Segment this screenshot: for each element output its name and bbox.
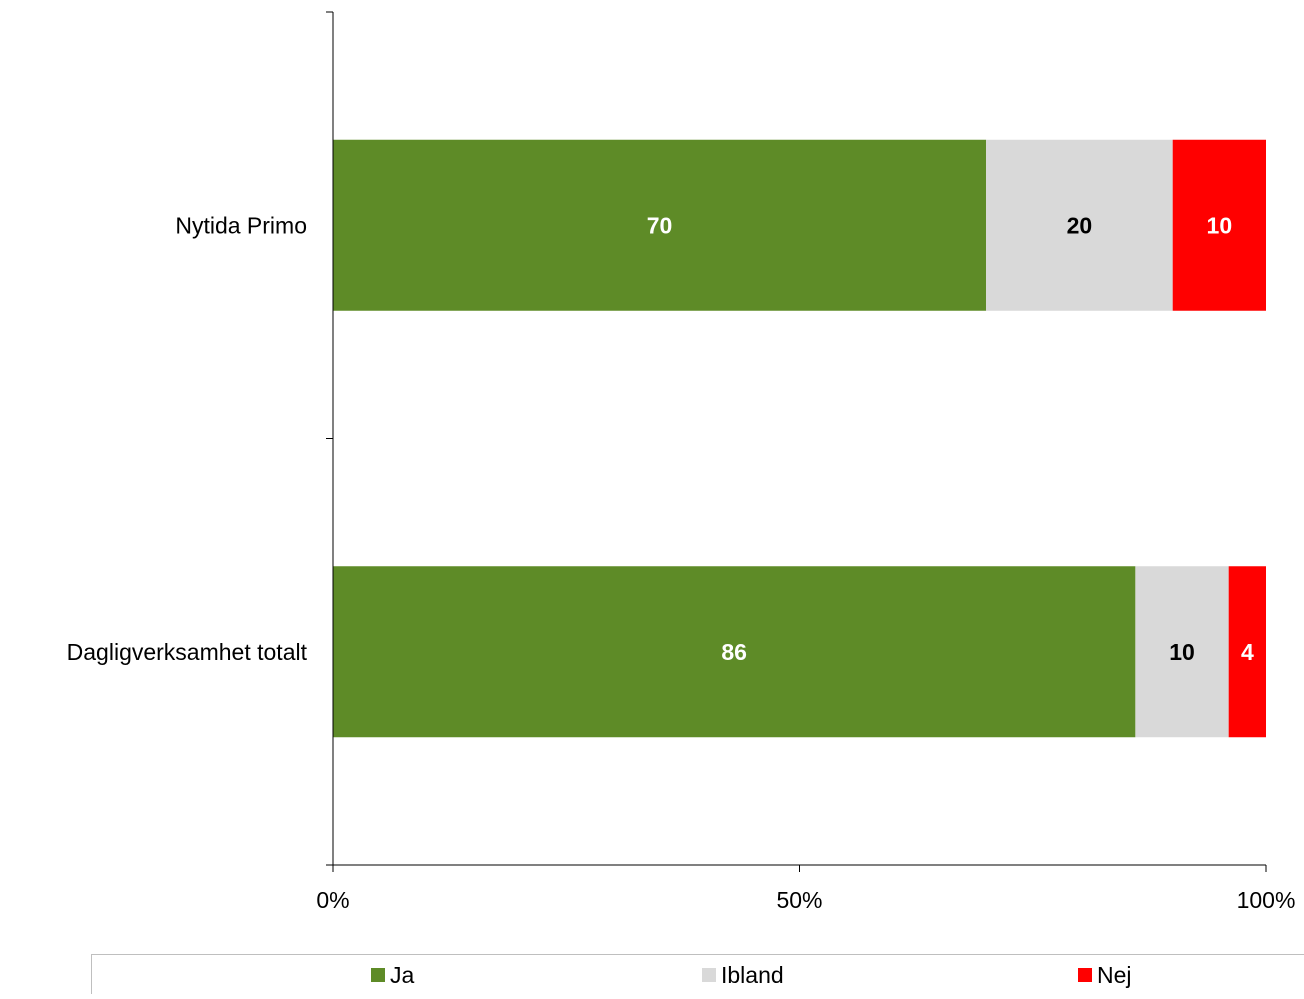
x-tick-label-0: 0% bbox=[316, 887, 349, 913]
legend-label-nej: Nej bbox=[1097, 962, 1132, 988]
bars-layer bbox=[333, 140, 1266, 738]
data-label-ibland-nytida-primo: 20 bbox=[1067, 212, 1093, 238]
category-label-dagligverksamhet-totalt: Dagligverksamhet totalt bbox=[67, 639, 308, 665]
legend-swatch-ibland bbox=[702, 968, 716, 982]
data-label-ja-dagligverksamhet-totalt: 86 bbox=[721, 639, 747, 665]
data-label-nej-nytida-primo: 10 bbox=[1207, 212, 1233, 238]
legend-swatch-nej bbox=[1078, 968, 1092, 982]
data-label-nej-dagligverksamhet-totalt: 4 bbox=[1241, 639, 1254, 665]
data-label-ibland-dagligverksamhet-totalt: 10 bbox=[1169, 639, 1195, 665]
legend-swatch-ja bbox=[371, 968, 385, 982]
x-tick-label-50: 50% bbox=[776, 887, 822, 913]
x-tick-label-100: 100% bbox=[1237, 887, 1296, 913]
legend-label-ja: Ja bbox=[390, 962, 415, 988]
legend-label-ibland: Ibland bbox=[721, 962, 784, 988]
legend: Ja Ibland Nej bbox=[92, 955, 1304, 995]
category-label-nytida-primo: Nytida Primo bbox=[175, 212, 307, 238]
data-label-ja-nytida-primo: 70 bbox=[647, 212, 673, 238]
